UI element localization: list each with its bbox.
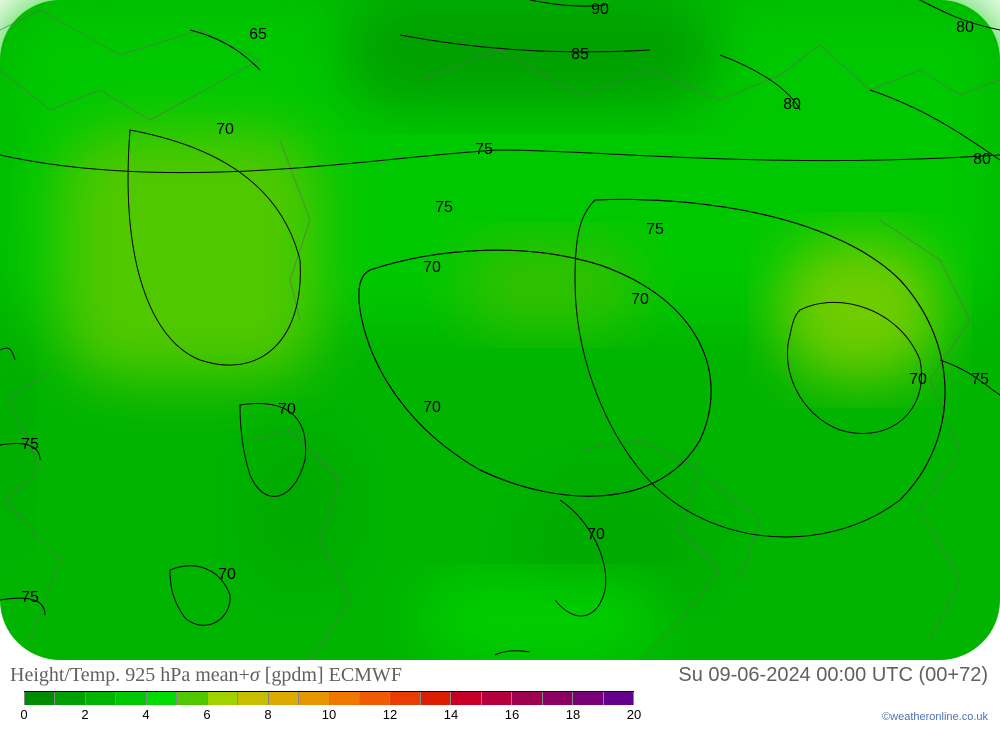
copyright-text: ©weatheronline.co.uk [882,711,988,723]
colorbar-segment [146,692,176,705]
colorbar-segment [511,692,541,705]
contour-label: 75 [435,199,453,216]
colorbar-segment [176,692,206,705]
contour-label: 70 [423,259,441,276]
colorbar-segment [420,692,450,705]
colorbar-segment [298,692,328,705]
contour-label: 80 [783,96,801,113]
colorbar-segment [54,692,84,705]
colorbar-tick: 8 [264,707,271,722]
weather-map: 65 70 75 75 70 70 75 75 70 70 75 70 70 70 75 80 80 85 80 90 [0,0,1000,660]
colorbar-ticks: 02468101214161820 [24,705,634,725]
contour-label: 70 [631,291,649,308]
contour-label: 70 [423,399,441,416]
colorbar-tick: 16 [505,707,519,722]
colorbar-tick: 20 [627,707,641,722]
colorbar: 02468101214161820 [24,691,634,725]
map-svg: 65 70 75 75 70 70 75 75 70 70 75 70 70 70 75 80 80 85 80 90 [0,0,1000,660]
title-prefix: Height/Temp. 925 hPa mean+ [10,664,250,686]
colorbar-tick: 6 [203,707,210,722]
colorbar-tick: 14 [444,707,458,722]
colorbar-segment [450,692,480,705]
contour-label: 70 [909,371,927,388]
colorbar-segment [329,692,359,705]
colorbar-segment [603,692,634,705]
colorbar-segment [359,692,389,705]
contour-label: 75 [646,221,664,238]
chart-datetime: Su 09-06-2024 00:00 UTC (00+72) [678,664,988,687]
contour-label: 70 [278,401,296,418]
contour-label: 70 [216,121,234,138]
contour-label: 85 [571,46,589,63]
chart-footer: Height/Temp. 925 hPa mean+σ [gpdm] ECMWF… [0,660,1000,733]
colorbar-segment [237,692,267,705]
contour-label: 90 [591,1,609,18]
colorbar-segment [268,692,298,705]
title-suffix: [gpdm] ECMWF [260,664,402,686]
colorbar-segment [481,692,511,705]
colorbar-tick: 12 [383,707,397,722]
colorbar-strip [24,691,634,705]
colorbar-segment [207,692,237,705]
colorbar-tick: 18 [566,707,580,722]
contour-label: 75 [971,371,989,388]
colorbar-tick: 10 [322,707,336,722]
colorbar-segment [389,692,419,705]
colorbar-segment [24,692,54,705]
contour-label: 80 [956,19,974,36]
contour-label: 75 [21,436,39,453]
colorbar-segment [542,692,572,705]
sigma-symbol: σ [250,664,260,686]
contour-label: 70 [587,526,605,543]
colorbar-tick: 2 [81,707,88,722]
contour-label: 70 [218,566,236,583]
colorbar-tick: 0 [20,707,27,722]
contour-label: 80 [973,151,991,168]
contour-label: 75 [21,589,39,606]
colorbar-tick: 4 [142,707,149,722]
contour-label: 65 [249,26,267,43]
contour-label: 75 [475,141,493,158]
colorbar-segment [85,692,115,705]
chart-title: Height/Temp. 925 hPa mean+σ [gpdm] ECMWF [10,664,402,687]
colorbar-segment [572,692,602,705]
colorbar-segment [115,692,145,705]
